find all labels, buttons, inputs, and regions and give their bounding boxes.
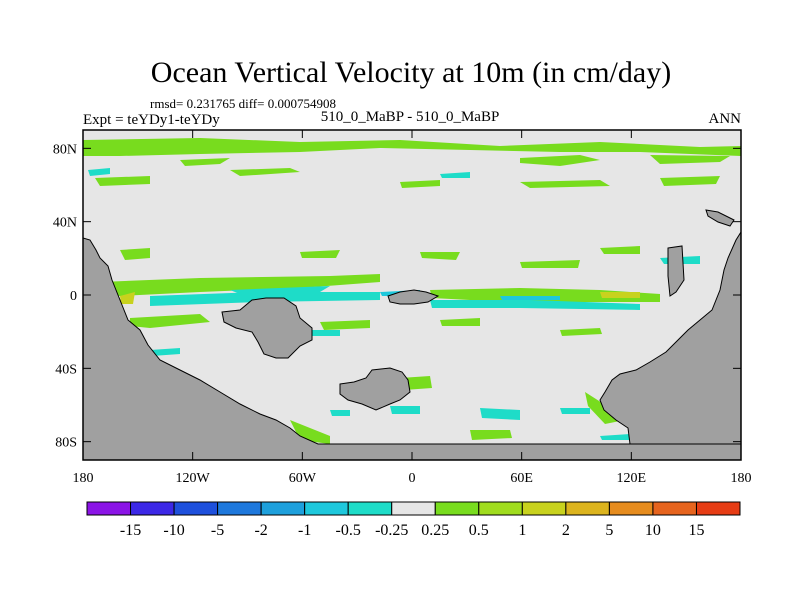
x-tick-label: 120W <box>176 471 211 486</box>
positive-contours <box>83 138 741 444</box>
colorbar: -15 -10 -5 -2 -1 -0.5 -0.25 0.25 0.5 1 2 5 10 15 <box>86 501 741 539</box>
map-field <box>83 130 741 460</box>
colorbar-label: -0.25 <box>375 522 408 539</box>
colorbar-label: 5 <box>605 522 613 539</box>
colorbar-swatch <box>521 501 567 516</box>
right-label: ANN <box>709 111 742 127</box>
colorbar-label: -0.5 <box>336 522 361 539</box>
colorbar-swatch <box>434 501 480 516</box>
x-tick-label: 0 <box>409 471 416 486</box>
x-tick-label: 180 <box>731 471 752 486</box>
colorbar-label: -10 <box>163 522 184 539</box>
colorbar-swatch <box>304 501 349 516</box>
colorbar-label: 2 <box>562 522 570 539</box>
colorbar-label: 10 <box>645 522 661 539</box>
land-mask <box>83 209 741 460</box>
x-tick-label: 60E <box>510 471 533 486</box>
colorbar-label: 0.5 <box>469 522 489 539</box>
colorbar-swatch <box>478 501 523 516</box>
chart-title: Ocean Vertical Velocity at 10m (in cm/da… <box>151 56 671 89</box>
colorbar-swatch <box>695 501 741 516</box>
x-tick-label: 60W <box>289 471 317 486</box>
colorbar-swatch <box>565 501 610 516</box>
x-tick-label: 120E <box>617 471 647 486</box>
colorbar-label: -1 <box>298 522 311 539</box>
y-tick-label: 40S <box>55 362 77 377</box>
axes: 180 120W 60W 0 60E 120E 180 80N 40N 0 40S 80S <box>53 130 752 486</box>
x-tick-label: 180 <box>73 471 94 486</box>
y-tick-label: 80S <box>55 436 77 451</box>
colorbar-swatch <box>217 501 262 516</box>
colorbar-swatch <box>608 501 654 516</box>
y-tick-label: 80N <box>53 142 77 157</box>
negative-contours <box>88 168 700 440</box>
colorbar-swatch <box>652 501 697 516</box>
stats-label: rmsd= 0.231765 diff= 0.000754908 <box>150 96 336 111</box>
colorbar-swatch <box>347 501 393 516</box>
colorbar-label: -15 <box>120 522 141 539</box>
colorbar-label: 1 <box>518 522 526 539</box>
center-label: 510_0_MaBP - 510_0_MaBP <box>321 109 500 125</box>
colorbar-label: 15 <box>688 522 704 539</box>
colorbar-swatch <box>130 501 175 516</box>
colorbar-swatch <box>391 501 436 516</box>
colorbar-label: -2 <box>254 522 267 539</box>
left-label: Expt = teYDy1-teYDy <box>83 112 220 128</box>
colorbar-swatch <box>173 501 219 516</box>
y-tick-label: 0 <box>70 289 77 304</box>
colorbar-swatch <box>260 501 306 516</box>
y-tick-label: 40N <box>53 216 77 231</box>
colorbar-label: 0.25 <box>421 522 449 539</box>
colorbar-swatch <box>86 501 132 516</box>
yellow-contours <box>120 292 640 304</box>
colorbar-label: -5 <box>211 522 224 539</box>
